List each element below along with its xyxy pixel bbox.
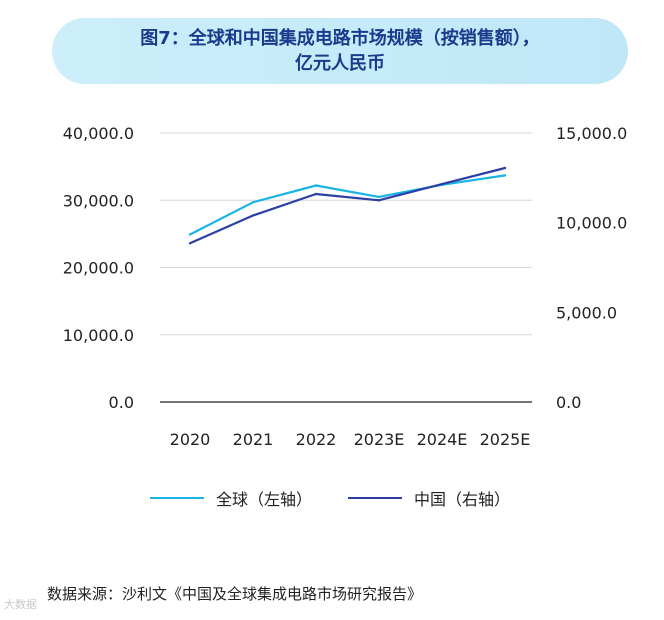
data-point-global: [251, 201, 255, 204]
x-tick-label: 2024E: [417, 430, 468, 449]
data-point-global: [314, 184, 318, 187]
legend-item-china: 中国（右轴）: [348, 486, 510, 510]
legend-label-china: 中国（右轴）: [414, 490, 511, 509]
right-tick-label: 15,000.0: [556, 124, 627, 143]
x-tick-label: 2022: [296, 430, 337, 449]
left-tick-label: 0.0: [109, 393, 134, 412]
data-point-china: [188, 242, 192, 245]
left-tick-label: 40,000.0: [63, 124, 134, 143]
chart-title-banner: 图7：全球和中国集成电路市场规模（按销售额）， 亿元人民币: [52, 18, 628, 84]
chart-title-line1: 图7：全球和中国集成电路市场规模（按销售额），: [140, 28, 540, 49]
x-axis: 2020 2021 2022 2023E 2024E 2025E: [170, 430, 531, 449]
chart-title-line2: 亿元人民币: [295, 53, 385, 74]
data-point-china: [503, 166, 507, 170]
series-lines: [188, 166, 507, 245]
series-line-china: [189, 166, 506, 245]
source-note: 数据来源：沙利文《中国及全球集成电路市场研究报告》: [47, 585, 423, 603]
right-axis: 0.0 5,000.0 10,000.0 15,000.0: [556, 124, 627, 412]
data-point-global: [377, 195, 381, 199]
data-point-china: [314, 192, 318, 196]
legend-swatch-china: [348, 497, 403, 499]
x-tick-label: 2021: [233, 430, 274, 449]
legend-swatch-global: [150, 497, 204, 499]
right-tick-label: 0.0: [556, 393, 581, 412]
legend: 全球（左轴） 中国（右轴）: [150, 486, 510, 510]
data-point-china: [440, 182, 444, 186]
x-tick-label: 2025E: [480, 430, 531, 449]
right-tick-label: 5,000.0: [556, 303, 617, 322]
x-tick-label: 2020: [170, 430, 211, 449]
right-tick-label: 10,000.0: [556, 214, 627, 233]
left-tick-label: 20,000.0: [63, 259, 134, 278]
legend-label-global: 全球（左轴）: [216, 490, 313, 509]
data-point-china: [251, 214, 255, 217]
x-tick-label: 2023E: [354, 430, 405, 449]
legend-item-global: 全球（左轴）: [150, 486, 312, 510]
grid-lines: [160, 132, 532, 403]
series-line-global: [189, 174, 506, 236]
left-tick-label: 30,000.0: [63, 191, 134, 210]
watermark: 大数据: [4, 598, 37, 611]
data-point-global: [503, 174, 507, 177]
left-tick-label: 10,000.0: [63, 326, 134, 345]
data-point-china: [377, 199, 381, 202]
data-point-global: [188, 233, 192, 236]
left-axis: 0.0 10,000.0 20,000.0 30,000.0 40,000.0: [63, 124, 134, 412]
